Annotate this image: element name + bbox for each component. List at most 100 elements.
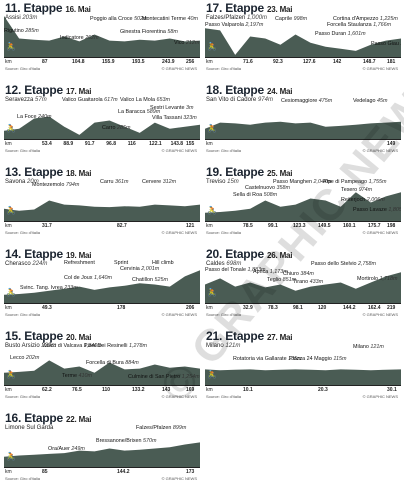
place-altitude: 1,883m	[247, 267, 266, 273]
stage-title: 15. Etappe 20. Mai	[5, 330, 92, 343]
place-altitude: 1,278m	[128, 343, 147, 349]
profile-label: Carru 361m	[100, 179, 128, 185]
elevation-area	[4, 116, 200, 139]
place-altitude: 1,755m	[368, 179, 387, 185]
place-name: Tirano	[293, 279, 309, 285]
start-altitude: 57m	[35, 97, 47, 103]
profile-label: Ora/Auer 249m	[48, 446, 85, 452]
profile-label: Cortina d'Ampezzo 1,225m	[333, 16, 398, 22]
place-name: Passo Valparola	[205, 22, 244, 28]
cyclist-icon: 🚴	[207, 370, 217, 379]
km-marker: 53.4	[42, 141, 52, 147]
stage-date: 19. Mai	[66, 251, 92, 260]
place-altitude: 2,006m	[366, 197, 385, 203]
km-marker: 62.2	[42, 387, 52, 393]
km-marker: 142	[333, 59, 342, 65]
place-altitude: 40m	[187, 16, 198, 22]
km-marker: 256	[186, 59, 195, 65]
place-altitude: 212m	[185, 40, 200, 46]
place-altitude: 1,718m	[379, 276, 398, 282]
place-name: Terme	[62, 373, 77, 379]
profile-label: Passo Duran 1,601m	[315, 31, 366, 37]
stage-date: 25. Mai	[267, 169, 293, 178]
stage-12-panel: 12. Etappe 17. Mai Seravezza 57m Valico Gua…	[2, 84, 200, 154]
elevation-area	[205, 28, 401, 57]
place-name: Piazza 24 Maggio	[289, 356, 332, 362]
place-name: Valico Guaitarola	[62, 97, 103, 103]
profile-label: Ginestra Fiorentina 58m	[120, 29, 178, 35]
elevation-profile	[205, 272, 401, 304]
start-name: Caldes	[206, 261, 225, 267]
km-unit: km	[206, 387, 213, 393]
profile-label: Sella di Roa 508m	[233, 192, 277, 198]
distance-axis	[4, 139, 200, 140]
stage-17-panel: 17. Etappe 23. Mai Falzes/Pfalzen 1,000m Ca…	[203, 2, 401, 72]
stage-date: 17. Mai	[66, 87, 92, 96]
start-town: Cherasco 224m	[5, 261, 47, 267]
start-altitude: 121m	[225, 343, 241, 349]
distance-axis	[4, 57, 200, 58]
elevation-area	[205, 369, 401, 385]
km-marker: 193.5	[132, 59, 145, 65]
profile-label: Piazza 24 Maggio 115m	[289, 356, 346, 362]
place-altitude: 202m	[25, 355, 40, 361]
elevation-area	[205, 192, 401, 221]
place-altitude: 323m	[183, 115, 197, 121]
profile-label: Chatillon 525m	[132, 277, 168, 283]
place-name: Rotatoria via Gallarate	[233, 356, 287, 362]
profile-label: Cervinia 2,001m	[120, 266, 159, 272]
start-town: Treviso 15m	[206, 179, 239, 185]
stage-number: 13. Etappe	[5, 166, 64, 179]
profile-label: Cesiomaggiore 475m	[281, 98, 332, 104]
km-unit: km	[206, 59, 213, 65]
km-marker: 87	[42, 59, 48, 65]
profile-label: Sestri Levante 3m	[150, 105, 193, 111]
place-altitude: 115m	[333, 356, 347, 362]
distance-axis	[205, 139, 401, 140]
distance-axis	[4, 303, 200, 304]
stage-number: 16. Etappe	[5, 412, 64, 425]
profile-label: Aprica 1,173m	[253, 269, 288, 275]
profile-label: Hill climb	[152, 260, 174, 266]
profile-label: La Foce 240m	[17, 114, 51, 120]
km-marker: 175.7	[368, 223, 381, 229]
place-name: Forcella di Bura	[86, 360, 124, 366]
km-marker: 120	[318, 305, 327, 311]
km-marker: 20.3	[318, 387, 328, 393]
source-note: Source: Giro d'Italia	[5, 312, 41, 317]
start-altitude: 20m	[27, 179, 39, 185]
elevation-area	[4, 200, 200, 221]
stage-number: 19. Etappe	[206, 166, 265, 179]
place-altitude: 2,001m	[141, 266, 160, 272]
cyclist-icon: 🚴	[6, 206, 16, 215]
cyclist-icon: 🚴	[6, 124, 16, 133]
km-marker: 155	[186, 141, 195, 147]
km-unit: km	[5, 223, 12, 229]
place-altitude: 249m	[71, 446, 85, 452]
place-name: Passo dello Stelvio	[311, 261, 357, 267]
km-marker: 49.3	[42, 305, 52, 311]
stage-number: 21. Etappe	[206, 330, 265, 343]
profile-label: Svinc. Tang. Ivrea 233m	[20, 285, 78, 291]
km-marker: 178	[117, 305, 126, 311]
stage-13-panel: 13. Etappe 18. Mai Savona 20m Montezemolo 7…	[2, 166, 200, 236]
stage-title: 20. Etappe 26. Mai	[206, 248, 293, 261]
km-marker: 149.5	[318, 223, 331, 229]
start-name: Assisi	[5, 15, 21, 21]
source-note: Source: Giro d'Italia	[5, 148, 41, 153]
place-name: Carro	[102, 125, 116, 131]
credit-note: © GRAPHIC NEWS	[362, 230, 398, 235]
cyclist-icon: 🚴	[6, 370, 16, 379]
stage-title: 18. Etappe 24. Mai	[206, 84, 293, 97]
place-altitude: 240m	[37, 114, 52, 120]
place-name: Teglio	[267, 277, 282, 283]
start-town: Caldes 698m	[206, 261, 241, 267]
km-unit: km	[5, 469, 12, 475]
place-altitude: 2,233m	[400, 41, 401, 47]
profile-label: Chiuro 384m	[283, 271, 314, 277]
start-town: Savona 20m	[5, 179, 39, 185]
profile-label: Milano 121m	[353, 344, 384, 350]
place-name: Svinc. Tang. Ivrea	[20, 285, 63, 291]
stage-19-panel: 19. Etappe 25. Mai Treviso 15m Passo Manghe…	[203, 166, 401, 236]
place-altitude: 525m	[154, 277, 168, 283]
